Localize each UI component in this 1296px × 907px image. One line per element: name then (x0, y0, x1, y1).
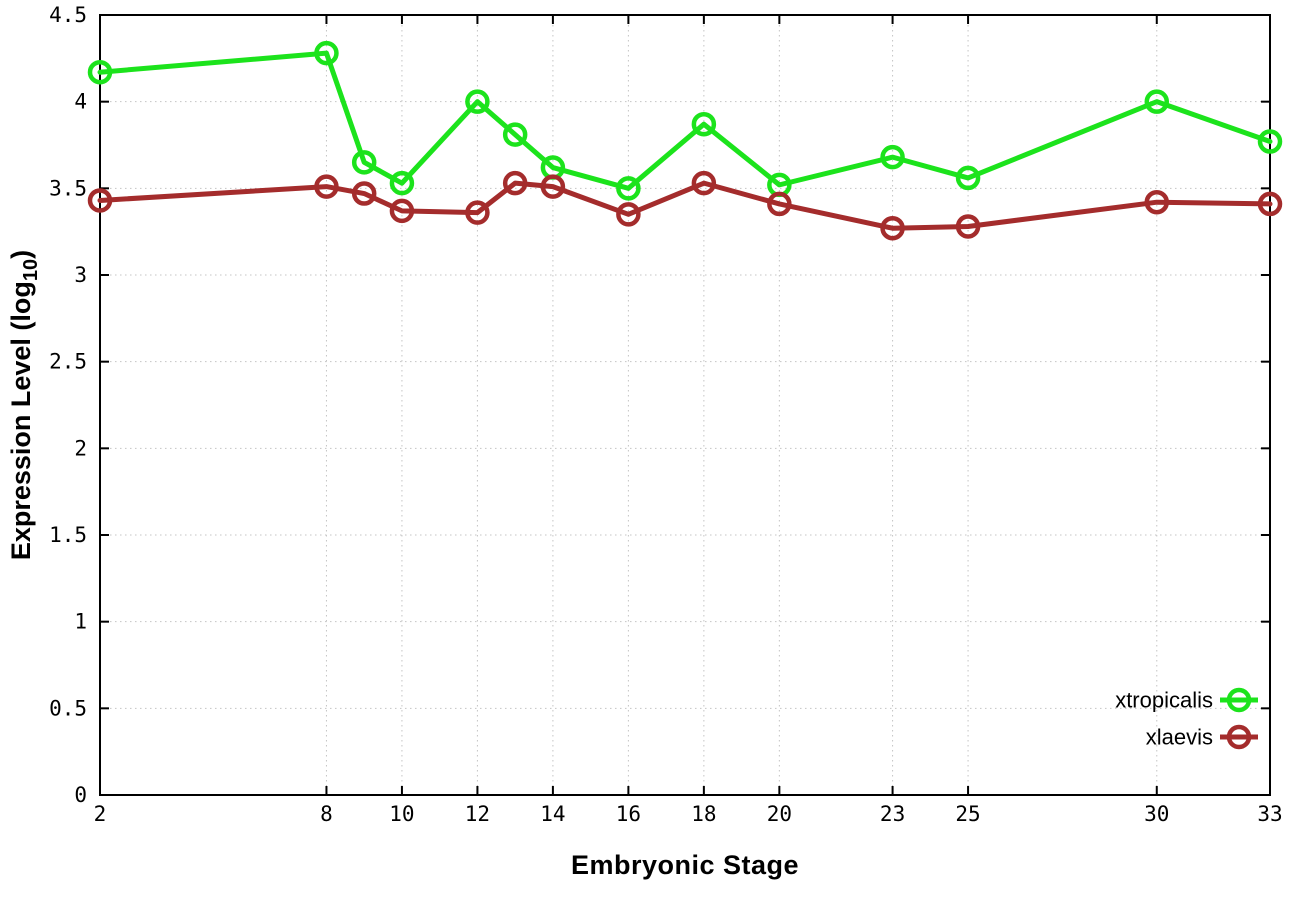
data-point-xtropicalis (465, 89, 490, 114)
x-tick-label: 14 (540, 802, 565, 826)
x-tick-label: 18 (691, 802, 716, 826)
y-tick-label: 0 (74, 783, 87, 807)
legend-label-xlaevis: xlaevis (1146, 725, 1213, 750)
data-point-xlaevis (880, 215, 905, 241)
data-point-xlaevis (955, 214, 981, 239)
series-line-xlaevis (97, 180, 1273, 231)
data-point-xtropicalis (616, 176, 641, 201)
y-tick-label: 4 (74, 90, 87, 114)
y-tick-label: 3 (74, 263, 87, 287)
x-tick-label: 10 (389, 802, 414, 826)
y-axis-title-text: Expression Level (log10) (6, 250, 42, 560)
data-point-xlaevis (389, 198, 415, 224)
x-tick-label: 8 (320, 802, 333, 826)
data-point-xlaevis (465, 200, 490, 225)
y-title-main: Expression Level (log (6, 281, 36, 560)
x-tick-label: 23 (880, 802, 905, 826)
data-point-xlaevis (540, 174, 566, 199)
x-axis-title: Embryonic Stage (570, 850, 800, 880)
data-point-xtropicalis (880, 144, 905, 170)
data-point-xlaevis (691, 170, 717, 196)
y-tick-label: 2 (74, 436, 87, 460)
x-tick-label: 25 (955, 802, 980, 826)
data-point-xtropicalis (314, 40, 339, 66)
y-tick-label: 2.5 (49, 350, 87, 374)
data-point-xtropicalis (1144, 89, 1170, 114)
x-tick-label: 2 (94, 802, 107, 826)
x-tick-label: 12 (465, 802, 490, 826)
data-point-xtropicalis (87, 59, 113, 85)
y-tick-label: 0.5 (49, 696, 87, 720)
x-tick-label: 33 (1257, 802, 1282, 826)
x-tick-label: 30 (1144, 802, 1169, 826)
y-tick-label: 1 (74, 610, 87, 634)
data-point-xtropicalis (955, 165, 981, 191)
data-point-xlaevis (767, 191, 792, 217)
series-line-xtropicalis (97, 50, 1273, 191)
data-point-xlaevis (87, 188, 113, 213)
legend-sample-marker-xlaevis (1226, 724, 1252, 750)
data-point-xtropicalis (1257, 129, 1283, 154)
plot-border (99, 14, 1271, 796)
data-point-xtropicalis (691, 111, 717, 137)
x-tick-label: 20 (767, 802, 792, 826)
data-point-xtropicalis (351, 150, 377, 175)
data-point-xlaevis (1257, 191, 1283, 217)
data-point-xlaevis (502, 170, 528, 196)
x-tick-label: 16 (616, 802, 641, 826)
data-point-xlaevis (616, 202, 641, 227)
y-tick-label: 1.5 (49, 523, 87, 547)
y-title-subscript: 10 (20, 259, 42, 281)
data-point-xlaevis (1144, 189, 1170, 215)
data-point-xlaevis (314, 174, 339, 199)
y-axis-title: Expression Level (log10) (6, 250, 42, 560)
data-point-xtropicalis (389, 170, 415, 196)
y-tick-label: 4.5 (49, 3, 87, 27)
y-tick-label: 3.5 (49, 176, 87, 200)
data-point-xtropicalis (502, 122, 528, 147)
legend-label-xtropicalis: xtropicalis (1115, 688, 1213, 713)
legend-sample-marker-xtropicalis (1226, 687, 1252, 713)
y-title-close: ) (6, 250, 36, 259)
data-point-xlaevis (351, 181, 377, 206)
